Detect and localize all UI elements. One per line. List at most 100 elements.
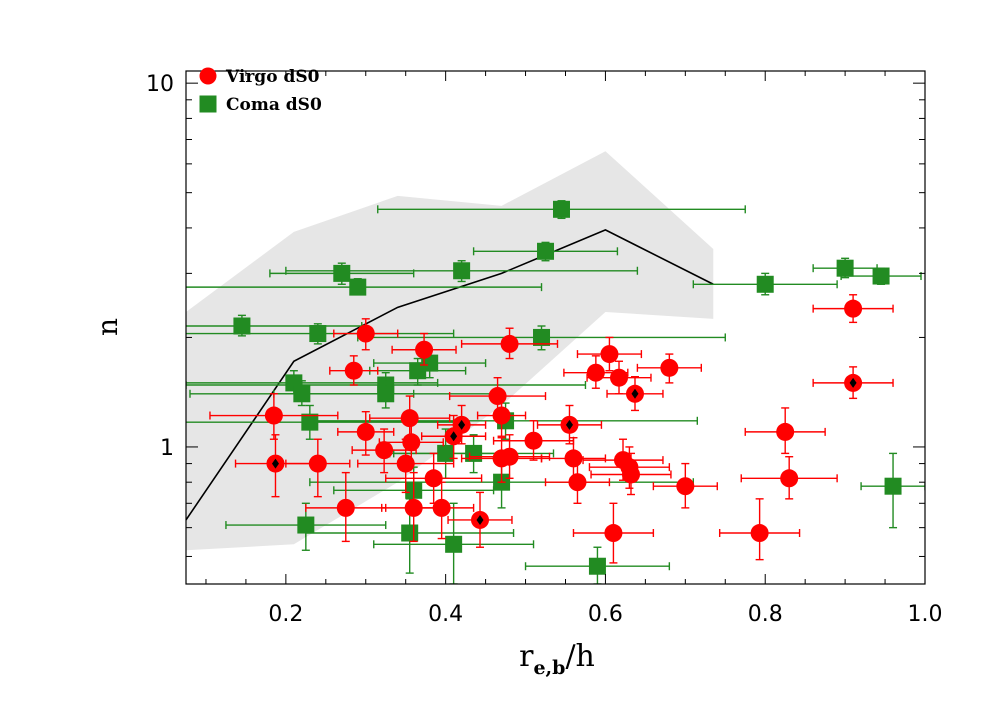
point-marker [524,431,543,450]
diamond-marker [476,514,484,525]
point-marker [500,334,519,353]
point-marker [309,325,327,343]
point-marker [588,557,606,575]
data-point [718,498,801,561]
point-marker [621,465,640,484]
point-marker [356,422,375,441]
point-marker [756,275,774,293]
point-marker [465,444,483,462]
point-marker [872,267,890,285]
x-tick-label: 0.2 [268,602,303,627]
x-tick-label: 0.4 [428,602,463,627]
series-layer [186,200,925,584]
data-point [744,407,826,455]
point-marker [233,317,251,335]
diamond-marker [458,419,466,430]
data-point [492,420,575,461]
data-point [812,294,894,324]
data-point [540,437,607,479]
data-point [692,272,838,296]
point-marker [349,278,367,296]
point-marker [401,524,419,542]
point-marker [377,385,395,403]
data-point [273,379,499,409]
data-point [472,241,619,262]
median-line [185,229,714,521]
x-tick-label: 1.0 [908,602,943,627]
legend-marker-virgo [199,67,217,85]
data-point [544,459,611,504]
data-point [385,452,483,504]
point-marker [297,516,315,534]
point-marker [500,447,519,466]
x-axis-label-tail: /h [565,639,594,674]
data-point [209,393,339,440]
x-tick-label: 0.8 [748,602,783,627]
point-marker [600,345,619,364]
data-point [652,462,718,509]
data-point [468,434,551,479]
data-point [572,502,655,564]
x-axis-label-subscript: e,b [533,657,565,679]
point-marker [610,368,629,387]
point-marker [453,262,471,280]
y-tick-label: 10 [146,72,174,97]
point-marker [264,406,283,425]
x-axis-label: re,b/h [519,639,595,679]
data-point [377,200,746,220]
point-marker [415,340,434,359]
data-point [606,375,664,412]
point-marker [375,441,394,460]
point-marker [432,498,451,517]
data-point [408,481,475,540]
data-point [460,327,559,360]
data-point [476,395,527,437]
data-point [234,434,317,498]
point-marker [564,449,583,468]
data-point [812,366,894,400]
data-point [186,278,543,296]
point-marker [333,264,351,282]
point-marker [552,200,570,218]
data-point [524,546,671,584]
data-point [576,336,643,372]
point-marker [568,473,587,492]
data-point [391,332,457,366]
point-marker [660,358,679,377]
point-marker [604,524,623,543]
point-marker [836,259,854,277]
point-marker [400,409,419,428]
data-point [269,262,415,285]
data-point [840,267,922,285]
legend: Virgo dS0 Coma dS0 [199,67,322,115]
diamond-marker [450,431,458,442]
legend-marker-coma [199,95,217,113]
point-marker [356,324,375,343]
data-point [378,420,444,465]
point-marker [308,454,327,473]
point-marker [424,469,443,488]
point-marker [676,477,695,496]
plot-frame [185,70,926,585]
data-point [305,471,387,543]
point-marker [537,242,555,260]
data-point [740,456,838,500]
series-virgo [209,294,894,564]
point-marker [750,524,769,543]
diamond-marker [271,458,279,469]
point-marker [533,328,551,346]
point-marker [445,535,463,553]
data-point [357,325,726,351]
point-marker [844,299,863,318]
data-point [357,438,455,494]
point-marker [776,422,795,441]
point-marker [421,354,439,372]
data-point [373,349,487,379]
diamond-marker [849,377,857,388]
data-point [586,360,652,395]
y-tick-label: 1 [160,436,174,461]
data-point [860,452,925,529]
diamond-marker [565,419,573,430]
legend-label-virgo: Virgo dS0 [225,67,320,87]
